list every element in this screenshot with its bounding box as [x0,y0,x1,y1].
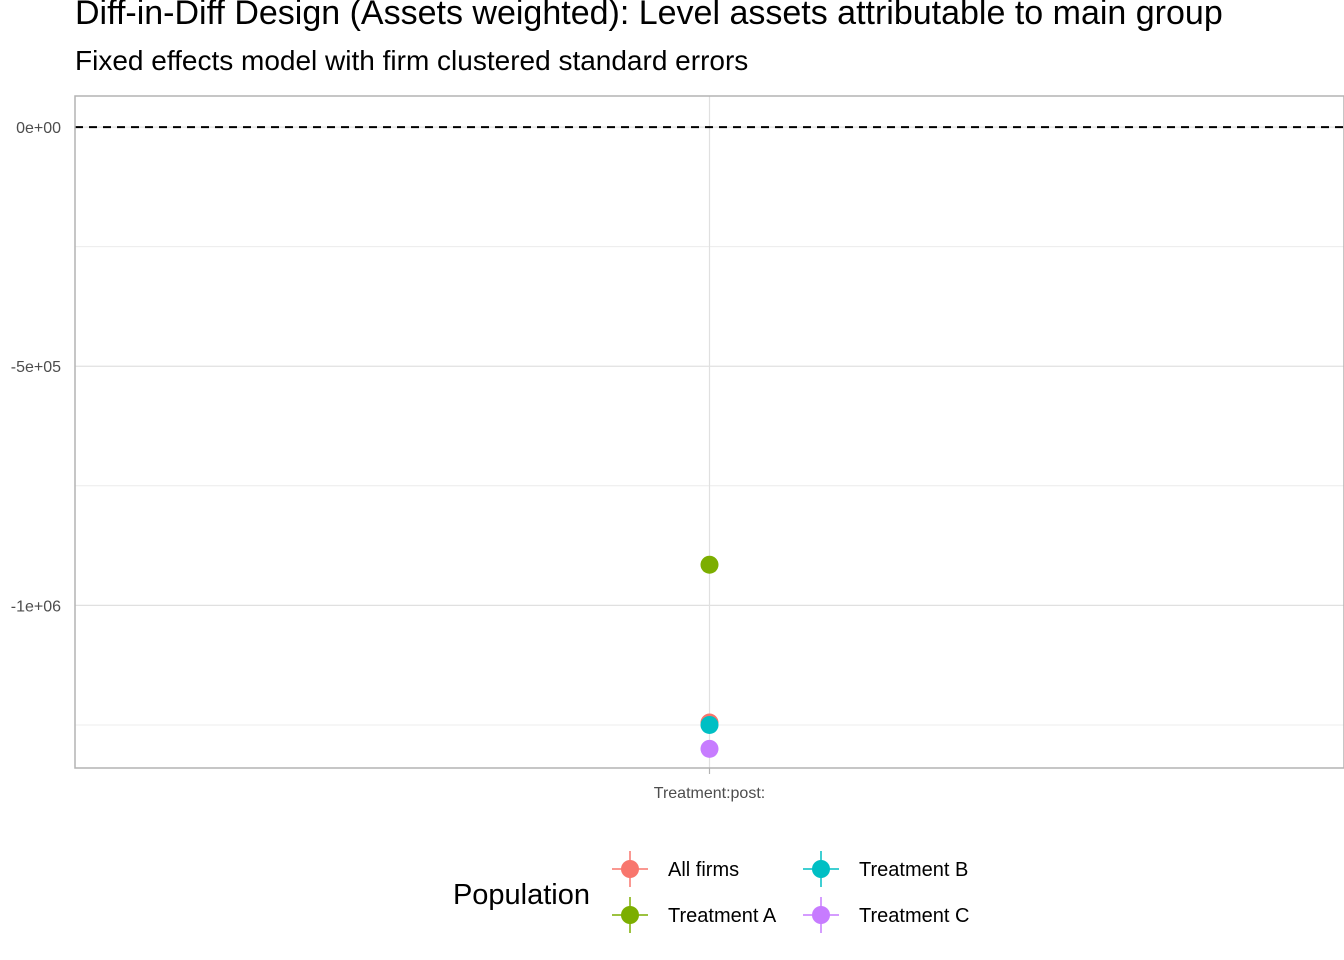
chart-title: Diff-in-Diff Design (Assets weighted): L… [75,0,1223,32]
legend-item-treatment-c: Treatment C [803,897,969,933]
point-treatment-b [700,715,719,734]
x-tick-label: Treatment:post: [654,785,765,802]
legend-key-point [812,906,830,924]
panel-border [74,95,1344,769]
grid-layer [75,96,1344,768]
points-layer [700,555,719,758]
y-tick-label: 0e+00 [16,120,61,137]
legend-label: All firms [668,859,739,881]
point-treatment-a [700,555,719,574]
point-treatment-c [700,739,719,758]
legend-item-treatment-a: Treatment A [612,897,777,933]
y-tick-label: -1e+06 [11,598,61,615]
legend-item-treatment-b: Treatment B [803,851,968,887]
legend-title: Population [453,879,590,911]
legend: Population All firms Treatment A Treatment … [453,851,969,933]
legend-label: Treatment B [859,859,968,881]
legend-key-point [621,906,639,924]
axis-layer: 0e+00 -5e+05 -1e+06 Treatment:post: [11,95,1344,802]
legend-item-all-firms: All firms [612,851,739,887]
legend-key-point [812,860,830,878]
y-tick-label: -5e+05 [11,359,61,376]
legend-key-point [621,860,639,878]
legend-label: Treatment A [668,905,777,927]
legend-label: Treatment C [859,905,969,927]
chart-subtitle: Fixed effects model with firm clustered … [75,45,749,76]
